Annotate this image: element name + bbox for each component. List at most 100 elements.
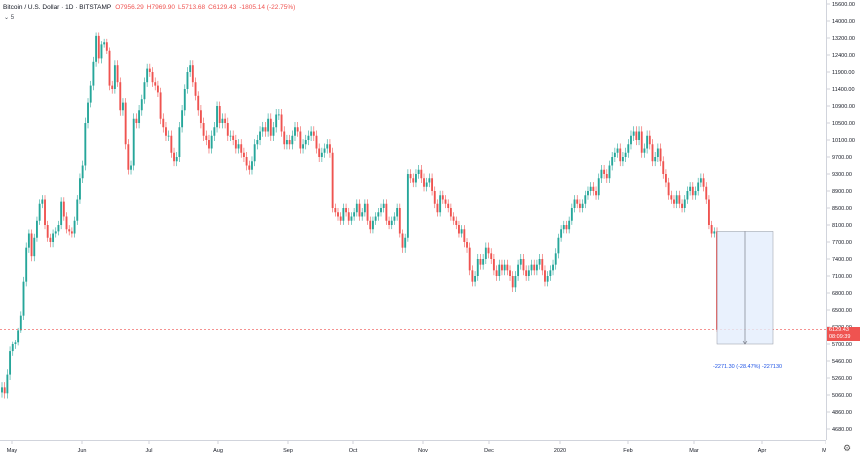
candle-body — [554, 253, 557, 265]
candle-body — [355, 203, 358, 213]
candle-body — [380, 208, 382, 213]
candle-body — [191, 65, 194, 83]
candle-body — [503, 264, 506, 271]
y-tick-label: 5460.00 — [832, 359, 852, 365]
candle-body — [288, 140, 291, 145]
candle-body — [154, 82, 157, 86]
y-tick-label: 7400.00 — [832, 257, 852, 263]
candle-body — [81, 165, 84, 179]
x-tick-label: Ma — [822, 448, 826, 454]
candle-body — [119, 82, 122, 111]
price-axis[interactable]: 15600.00 14000.00 13200.00 12400.00 11900.00… — [826, 0, 860, 440]
candle-body — [339, 216, 342, 221]
candle-body — [492, 259, 495, 271]
candle-body — [272, 127, 275, 136]
candle-body — [369, 220, 372, 230]
candle-body — [52, 233, 55, 242]
candle-body — [670, 195, 673, 200]
candle-body — [328, 144, 331, 153]
candle-body — [560, 229, 563, 238]
y-tick-label: 6800.00 — [832, 291, 852, 297]
candle-body — [667, 182, 670, 196]
candle-body — [97, 35, 100, 59]
x-tick-label: 2020 — [554, 448, 566, 454]
candle-body — [6, 374, 9, 394]
candle-body — [482, 259, 485, 265]
measure-arrowhead — [742, 340, 748, 345]
candle-body — [261, 127, 264, 132]
candle-body — [458, 225, 460, 234]
gear-icon[interactable]: ⚙ — [843, 443, 852, 453]
candle-body — [124, 102, 127, 145]
candle-body — [640, 131, 643, 153]
candle-body — [135, 118, 138, 123]
candle-body — [38, 203, 41, 221]
candle-body — [406, 174, 409, 238]
candle-body — [468, 247, 471, 271]
candle-body — [664, 174, 667, 183]
candle-body — [675, 195, 678, 204]
candle-body — [449, 208, 452, 217]
y-tick-label: 13200.00 — [832, 36, 855, 42]
candle-body — [471, 270, 474, 282]
candle-body — [3, 387, 6, 394]
candle-body — [11, 344, 14, 352]
y-tick-label: 9300.00 — [832, 172, 852, 178]
candle-body — [455, 220, 458, 225]
candle-body — [447, 203, 450, 208]
last-price-value: 6129.43 — [829, 327, 849, 333]
candle-body — [79, 178, 81, 200]
candle-body — [388, 220, 391, 225]
candle-body — [320, 152, 323, 157]
candle-body — [108, 50, 111, 86]
candle-body — [175, 157, 178, 162]
candle-body — [562, 225, 565, 230]
candle-body — [423, 178, 425, 187]
candle-body — [143, 82, 146, 100]
candle-body — [363, 203, 366, 213]
candle-body — [393, 216, 396, 221]
price-plot[interactable] — [0, 0, 826, 440]
candle-body — [621, 157, 624, 162]
candle-body — [323, 148, 326, 153]
candle-body — [541, 259, 544, 271]
x-tick-label: Oct — [349, 448, 358, 454]
candle-body — [603, 169, 606, 174]
candle-body — [592, 186, 595, 191]
y-tick-label: 8100.00 — [832, 223, 852, 229]
candle-body — [651, 144, 654, 162]
candle-body — [385, 203, 388, 221]
candle-body — [291, 135, 294, 145]
candle-body — [277, 114, 280, 116]
candle-body — [568, 220, 571, 230]
candle-body — [186, 72, 189, 89]
candle-body — [557, 237, 560, 254]
candle-body — [347, 212, 350, 221]
candle-body — [425, 182, 428, 187]
y-tick-label: 7700.00 — [832, 240, 852, 246]
candle-body — [514, 276, 517, 288]
candle-body — [707, 199, 710, 225]
candle-body — [224, 118, 227, 123]
candle-body — [304, 140, 307, 145]
symbol-header: Bitcoin / U.S. Dollar · 1D · BITSTAMP O7… — [3, 4, 295, 11]
candle-body — [226, 123, 229, 136]
time-axis[interactable]: May Jun Jul Aug Sep Oct Nov Dec 2020 Feb Mar Apr Ma — [0, 440, 831, 456]
candle-body — [248, 165, 251, 170]
candle-body — [194, 82, 197, 96]
candle-body — [466, 242, 468, 248]
measure-label: -2271.30 (-28.47%) -227130 — [713, 364, 783, 370]
indicator-collapse-button[interactable]: ⌄ 5 — [4, 14, 14, 21]
x-tick-label: Apr — [758, 448, 767, 454]
x-tick-label: Feb — [623, 448, 632, 454]
y-tick-label: 5260.00 — [832, 376, 852, 382]
candle-body — [415, 174, 417, 183]
candle-body — [460, 229, 463, 234]
candle-body — [269, 118, 272, 136]
candle-body — [358, 203, 361, 217]
candle-body — [353, 212, 356, 217]
y-tick-label: 7100.00 — [832, 274, 852, 280]
candle-body — [643, 148, 646, 153]
candle-body — [509, 270, 511, 276]
